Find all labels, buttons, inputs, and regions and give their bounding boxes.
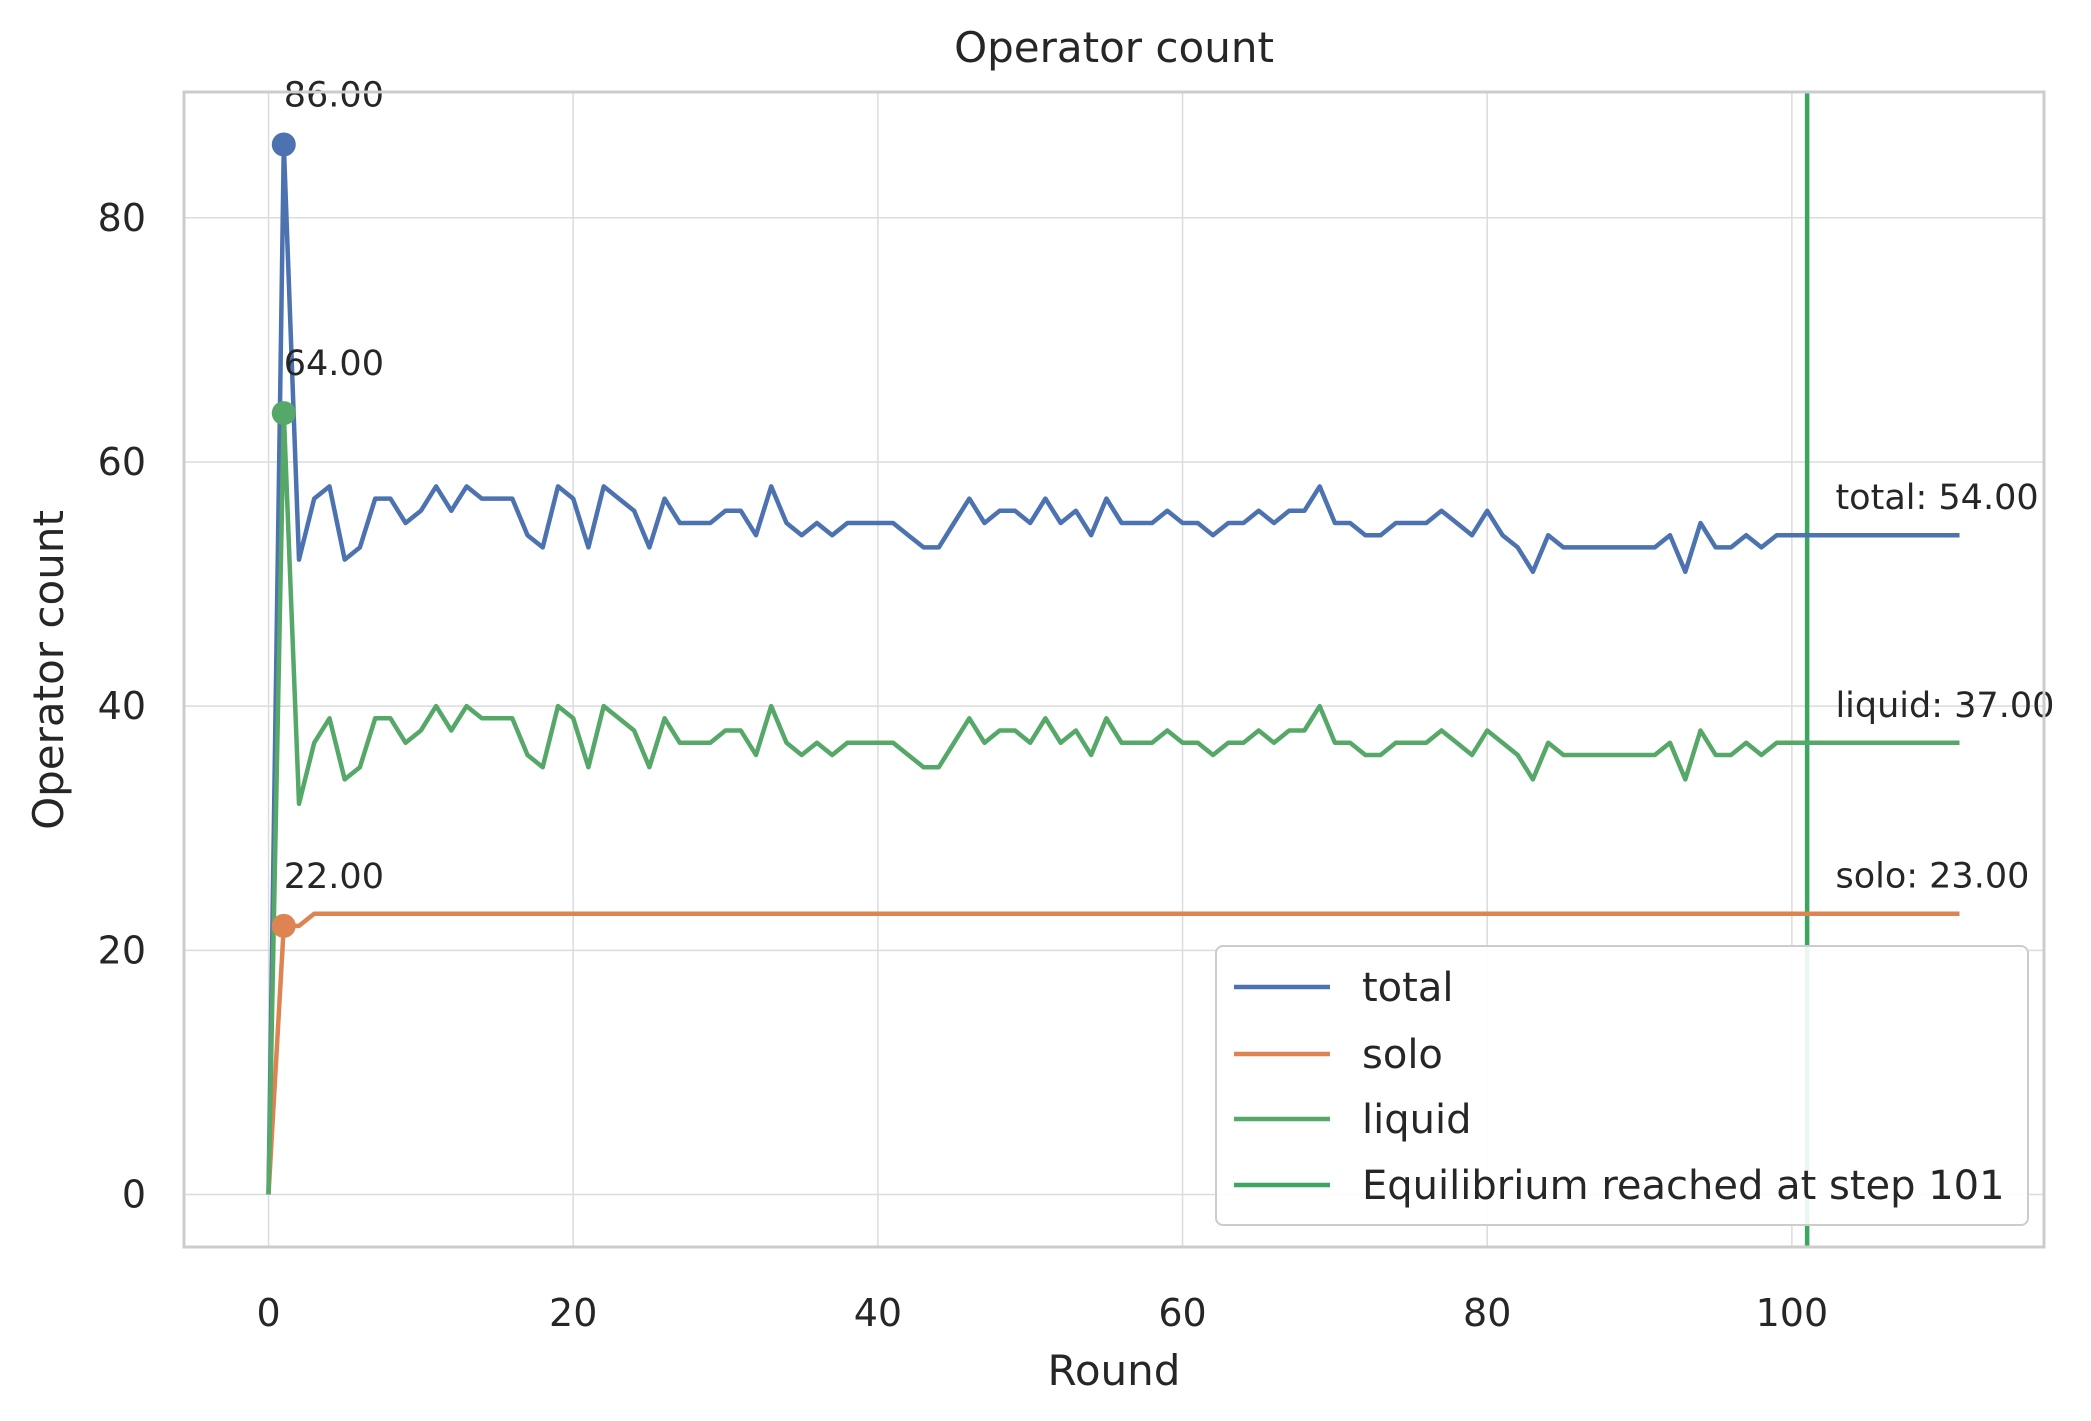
y-tick-label: 60 bbox=[98, 440, 146, 484]
legend-label-total: total bbox=[1362, 965, 1453, 1011]
peak-label: 22.00 bbox=[284, 857, 384, 897]
peak-annotations: 86.00 64.00 22.00 bbox=[271, 76, 384, 938]
x-tick-label: 60 bbox=[1158, 1291, 1206, 1335]
series-line-liquid bbox=[266, 410, 1960, 1195]
y-tick-label: 20 bbox=[98, 928, 146, 972]
chart-title: Operator count bbox=[954, 23, 1274, 72]
x-tick-label: 100 bbox=[1756, 1291, 1829, 1335]
y-tick-label: 40 bbox=[98, 684, 146, 728]
x-tick-label: 40 bbox=[854, 1291, 902, 1335]
peak-label: 64.00 bbox=[284, 344, 384, 384]
series-line-total bbox=[266, 142, 1960, 1195]
peak-marker bbox=[271, 913, 296, 938]
x-tick-labels: 0 20 40 60 80 100 bbox=[256, 1291, 1828, 1335]
x-axis-label: Round bbox=[1048, 1346, 1181, 1395]
end-label: liquid: 37.00 bbox=[1835, 686, 2054, 726]
legend-label-liquid: liquid bbox=[1362, 1097, 1471, 1143]
peak-marker bbox=[271, 132, 296, 157]
series-line-solo bbox=[266, 911, 1960, 1195]
x-tick-label: 20 bbox=[549, 1291, 597, 1335]
y-tick-label: 0 bbox=[122, 1173, 146, 1217]
end-annotations: total: 54.00 liquid: 37.00 solo: 23.00 bbox=[1835, 478, 2054, 896]
legend: total solo liquid Equilibrium reached at… bbox=[1215, 945, 2029, 1226]
y-tick-labels: 0 20 40 60 80 bbox=[98, 196, 146, 1217]
plot-frame bbox=[182, 90, 2046, 1249]
x-tick-label: 0 bbox=[256, 1291, 280, 1335]
end-label: total: 54.00 bbox=[1835, 478, 2038, 518]
legend-label-solo: solo bbox=[1362, 1032, 1443, 1078]
peak-label: 86.00 bbox=[284, 76, 384, 116]
x-tick-label: 80 bbox=[1463, 1291, 1511, 1335]
legend-box bbox=[1215, 945, 2029, 1226]
legend-label-equilibrium: Equilibrium reached at step 101 bbox=[1362, 1163, 2005, 1209]
y-tick-label: 80 bbox=[98, 196, 146, 240]
y-axis-label: Operator count bbox=[24, 510, 73, 830]
peak-marker bbox=[271, 401, 296, 426]
end-label: solo: 23.00 bbox=[1835, 857, 2029, 897]
series-group bbox=[266, 142, 1960, 1195]
